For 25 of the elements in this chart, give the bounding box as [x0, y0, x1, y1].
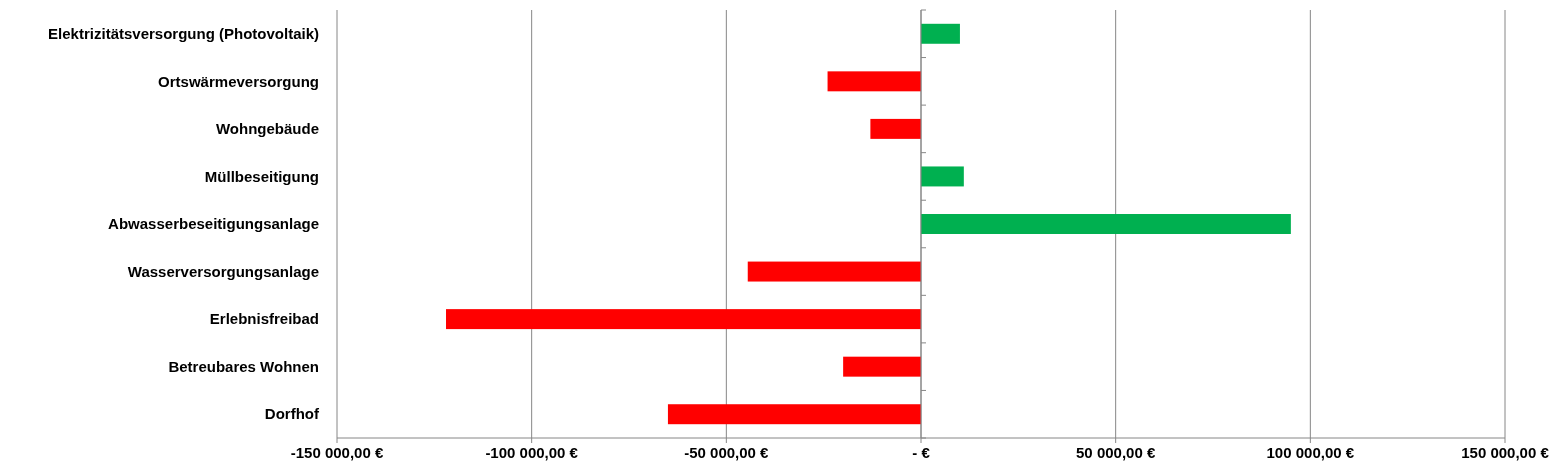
bar [921, 166, 964, 187]
x-tick-label: -150 000,00 € [290, 444, 384, 461]
y-tick-label: Dorfhof [264, 405, 320, 423]
bar [921, 23, 960, 44]
x-tick-label: 50 000,00 € [1076, 444, 1156, 461]
y-tick-label: Elektrizitätsversorgung (Photovoltaik) [48, 25, 319, 43]
bar [870, 118, 921, 139]
x-tick-label: 150 000,00 € [1461, 444, 1550, 461]
y-tick-label: Ortswärmeversorgung [158, 72, 319, 90]
x-tick-label: -100 000,00 € [485, 444, 579, 461]
y-tick-label: Müllbeseitigung [204, 167, 319, 185]
bar [843, 356, 921, 377]
x-tick-label: -50 000,00 € [684, 444, 770, 461]
x-tick-label: 100 000,00 € [1266, 444, 1355, 461]
y-tick-label: Wasserversorgungsanlage [127, 262, 319, 280]
bar [921, 214, 1291, 234]
y-tick-label: Betreubares Wohnen [168, 357, 319, 375]
bar [446, 309, 921, 330]
y-tick-label: Abwasserbeseitigungsanlage [108, 215, 319, 233]
bar [747, 261, 921, 282]
x-tick-label: - € [912, 444, 931, 461]
y-tick-label: Wohngebäude [215, 120, 319, 138]
y-tick-label: Erlebnisfreibad [209, 310, 319, 328]
bar [667, 404, 921, 425]
bar [827, 71, 921, 92]
